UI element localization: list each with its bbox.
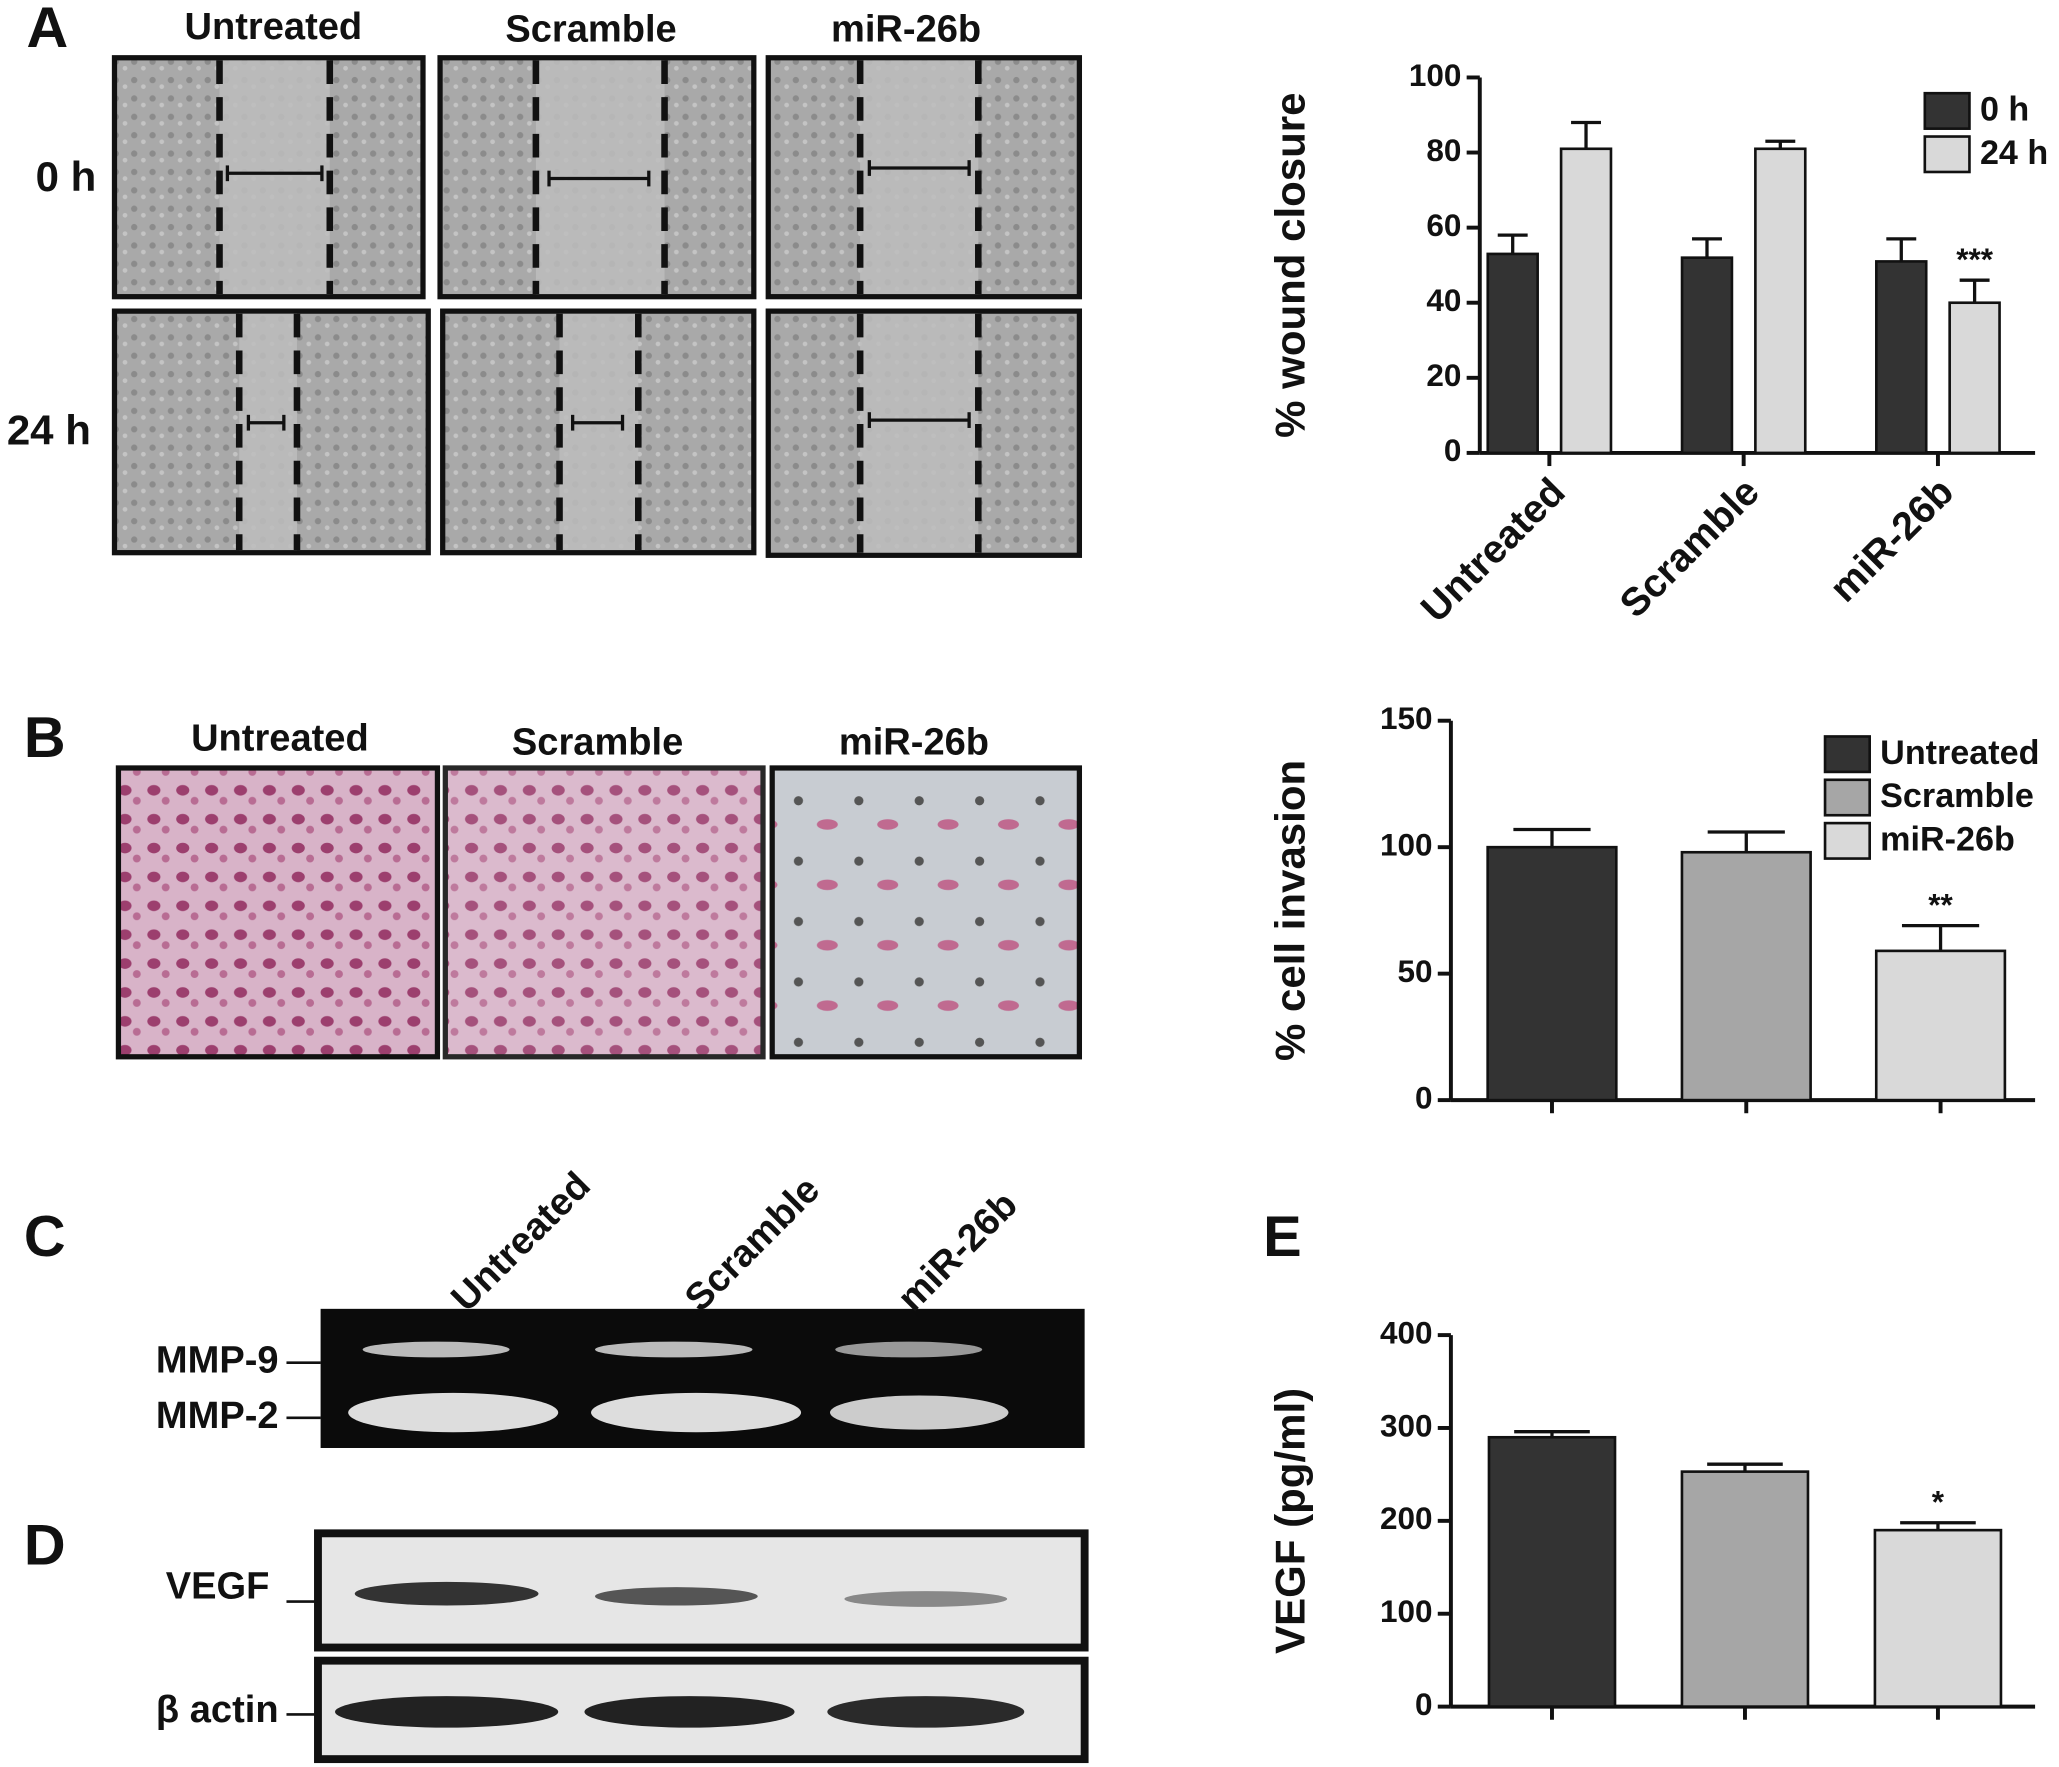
legend-label: 24 h (1980, 134, 2048, 172)
y-tick-label: 150 (1380, 700, 1433, 736)
significance: *** (1956, 241, 1994, 277)
legend-swatch (1923, 135, 1971, 174)
y-tick-label: 200 (1380, 1500, 1433, 1536)
column-header: Scramble (512, 721, 683, 763)
lane-label: Scramble (677, 1169, 828, 1320)
y-tick-label: 100 (1409, 57, 1462, 93)
wound-images (111, 55, 1083, 558)
x-tick-label: Untreated (1413, 470, 1574, 631)
lane-label: Untreated (444, 1164, 599, 1319)
y-tick-label: 60 (1426, 207, 1461, 243)
y-axis-label: VEGF (pg/ml) (1266, 1388, 1313, 1654)
bar (1487, 1435, 1617, 1708)
y-tick-label: 400 (1380, 1314, 1433, 1350)
legend-swatch (1823, 735, 1871, 774)
legend-label: Scramble (1880, 777, 2034, 815)
legend-swatch (1923, 91, 1971, 130)
y-tick-label: 100 (1380, 827, 1433, 863)
legend-label: Untreated (1880, 734, 2039, 772)
y-tick-label: 100 (1380, 1593, 1433, 1629)
y-axis-label: % cell invasion (1266, 760, 1313, 1061)
bar (1486, 252, 1539, 455)
bar (1559, 147, 1613, 455)
y-tick-label: 300 (1380, 1407, 1433, 1443)
column-header: Scramble (505, 9, 676, 51)
invasion-images (115, 765, 1083, 1060)
bar (1948, 301, 2001, 455)
legend-label: miR-26b (1880, 821, 2015, 859)
row-label: 24 h (7, 406, 91, 453)
panel-label: A (27, 0, 69, 60)
y-tick-label: 40 (1426, 282, 1461, 318)
column-header: miR-26b (831, 9, 981, 51)
band-label: MMP-2 (156, 1395, 279, 1437)
bar (1874, 949, 2007, 1102)
bar (1875, 260, 1928, 455)
significance: * (1932, 1484, 1945, 1520)
column-header: Untreated (191, 717, 369, 759)
column-header: miR-26b (839, 721, 989, 763)
y-tick-label: 0 (1415, 1079, 1433, 1115)
row-label: 0 h (36, 153, 97, 200)
panel-label: B (24, 706, 66, 770)
bar (1754, 147, 1807, 455)
y-tick-label: 0 (1444, 432, 1462, 468)
significance: ** (1928, 887, 1953, 923)
y-tick-label: 50 (1397, 953, 1432, 989)
bar (1486, 845, 1618, 1102)
bar (1873, 1528, 2003, 1708)
panel-label: C (24, 1205, 66, 1269)
gel (286, 1308, 1085, 1448)
bar (1680, 256, 1734, 455)
legend-swatch (1823, 778, 1871, 817)
x-tick-label: miR-26b (1821, 470, 1962, 611)
y-tick-label: 0 (1415, 1686, 1433, 1722)
y-axis-label: % wound closure (1266, 92, 1313, 437)
band-label: VEGF (166, 1566, 270, 1608)
bar (1680, 850, 1812, 1102)
legend-label: 0 h (1980, 91, 2029, 129)
x-tick-label: Scramble (1611, 470, 1767, 626)
y-tick-label: 20 (1426, 357, 1461, 393)
column-header: Untreated (185, 6, 363, 48)
panel-label: D (24, 1513, 66, 1577)
western-blot (286, 1529, 1089, 1764)
panel-label: E (1263, 1205, 1302, 1269)
lane-label: miR-26b (890, 1184, 1026, 1320)
y-tick-label: 80 (1426, 132, 1461, 168)
legend-swatch (1823, 821, 1871, 860)
band-label: MMP-9 (156, 1340, 279, 1382)
band-label: β actin (156, 1689, 279, 1731)
bar (1680, 1470, 1810, 1708)
